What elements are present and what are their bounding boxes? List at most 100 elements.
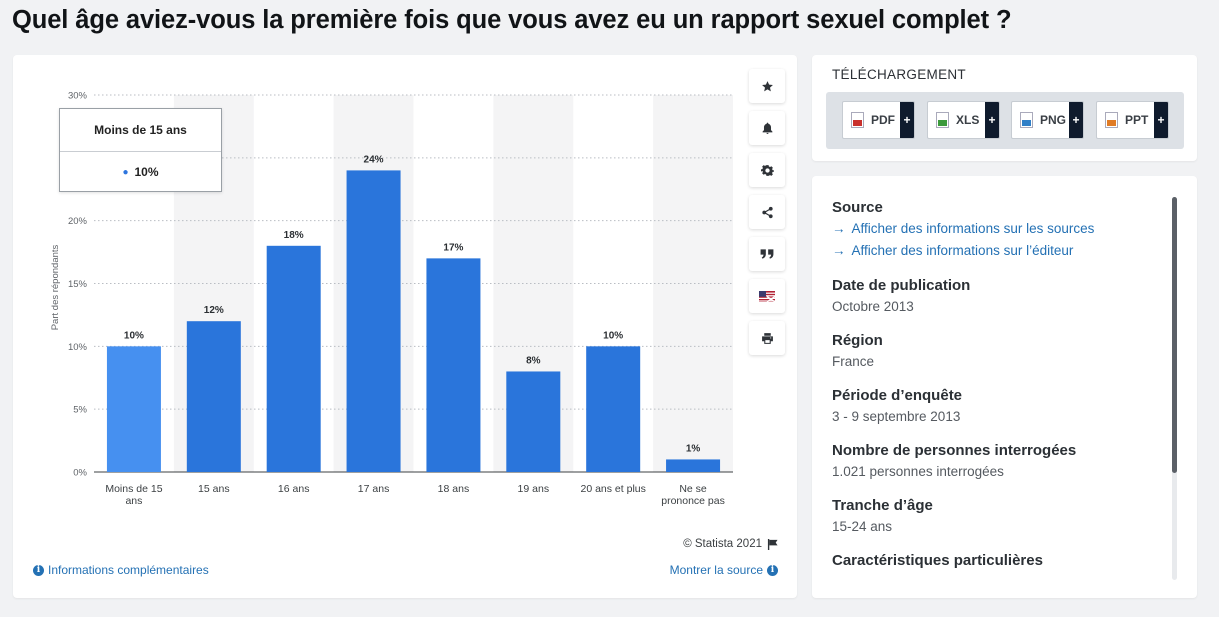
data-label: 10% [124,330,144,341]
language-button[interactable] [749,279,785,313]
print-button[interactable] [749,321,785,355]
plus-icon: + [1154,102,1168,138]
quote-icon [760,249,774,259]
tooltip-category: Moins de 15 ans [60,109,221,152]
y-tick-label: 5% [73,405,87,416]
info-region: Région France [832,331,1162,372]
x-tick-label: 19 ans [518,483,550,495]
cite-button[interactable] [749,237,785,271]
bar [586,346,641,472]
publisher-info-link[interactable]: → Afficher des informations sur l’éditeur [832,240,1162,262]
pdf-file-icon [851,112,864,128]
download-png-label: PNG [1040,113,1067,127]
download-xls-button[interactable]: XLS + [927,101,1000,139]
download-card: TÉLÉCHARGEMENT PDF + XLS + PNG + PPT + [812,55,1197,161]
x-tick-label: 15 ans [198,483,230,495]
arrow-right-icon: → [832,221,846,236]
download-title: TÉLÉCHARGEMENT [832,67,966,82]
x-tick-label: 17 ans [358,483,390,495]
info-label: Période d’enquête [832,387,963,404]
settings-button[interactable] [749,153,785,187]
more-info-label: Informations complémentaires [48,563,209,577]
info-source: Source → Afficher des informations sur le… [832,198,1162,262]
y-tick-label: 10% [68,342,88,353]
info-label: Région [832,332,883,349]
plus-icon: + [900,102,914,138]
xls-file-icon [936,112,949,128]
category-band [653,95,733,472]
info-icon: i [767,564,778,576]
download-pdf-button[interactable]: PDF + [842,101,915,139]
flag-icon [759,290,775,302]
print-icon [761,332,773,344]
info-characteristics: Caractéristiques particulières [832,551,1162,571]
download-xls-label: XLS [956,113,980,127]
bar [426,258,481,472]
info-value: 1.021 personnes interrogées [832,464,1004,479]
bar [106,346,161,472]
data-label: 1% [686,443,701,454]
bar [346,170,401,472]
data-label: 18% [284,230,304,241]
bar [266,245,321,472]
info-respondents: Nombre de personnes interrogées 1.021 pe… [832,441,1162,482]
info-value: Octobre 2013 [832,299,914,314]
flag-report-icon[interactable] [767,538,778,550]
y-tick-label: 30% [68,91,88,102]
bullet-icon: ● [122,166,129,178]
x-tick-label: 16 ans [278,483,310,495]
data-label: 8% [526,355,541,366]
show-source-label: Montrer la source [669,563,763,577]
show-source-link[interactable]: Montrer la source i [670,563,778,577]
share-icon [761,206,773,218]
info-list: Source → Afficher des informations sur le… [832,198,1162,585]
bar-chart: 0%5%10%15%20%25%30%Part des répondants10… [50,91,733,507]
gear-icon [760,164,774,176]
share-button[interactable] [749,195,785,229]
more-info-link[interactable]: i Informations complémentaires [33,563,209,577]
bar [506,371,561,472]
y-tick-label: 20% [68,216,88,227]
bell-icon [762,122,772,134]
y-tick-label: 0% [73,468,87,479]
data-label: 10% [603,330,623,341]
x-tick-label: 18 ans [438,483,470,495]
notification-button[interactable] [749,111,785,145]
arrow-right-icon: → [832,243,846,258]
y-axis-title: Part des répondants [50,244,61,330]
info-value: 15-24 ans [832,519,893,534]
x-tick-label: Ne se [679,483,707,495]
y-tick-label: 15% [68,279,88,290]
info-age-group: Tranche d’âge 15-24 ans [832,496,1162,537]
favorite-button[interactable] [749,69,785,103]
data-label: 12% [204,305,224,316]
plus-icon: + [985,102,999,138]
tooltip-value-row: ● 10% [60,152,221,192]
data-label: 24% [364,154,384,165]
info-survey-period: Période d’enquête 3 - 9 septembre 2013 [832,386,1162,427]
source-info-link[interactable]: → Afficher des informations sur les sourc… [832,218,1162,240]
chart-tooltip: Moins de 15 ans ● 10% [59,108,222,192]
download-ppt-button[interactable]: PPT + [1096,101,1169,139]
page-title: Quel âge aviez-vous la première fois que… [12,6,1012,34]
info-label: Nombre de personnes interrogées [832,442,1077,459]
info-icon: i [33,564,44,576]
publisher-info-label: Afficher des informations sur l’éditeur [851,243,1074,258]
ppt-file-icon [1105,112,1118,128]
info-card: Source → Afficher des informations sur le… [812,176,1197,598]
scrollbar-thumb[interactable] [1172,197,1177,473]
chart-toolbar [749,69,785,363]
x-tick-label: ans [125,495,142,507]
copyright-text: © Statista 2021 [683,538,762,550]
download-panel: PDF + XLS + PNG + PPT + [826,92,1184,149]
x-tick-label: Moins de 15 [105,483,162,495]
info-value: 3 - 9 septembre 2013 [832,409,961,424]
bar [186,321,241,472]
info-label: Date de publication [832,277,971,294]
download-pdf-label: PDF [871,113,895,127]
x-tick-label: 20 ans et plus [580,483,645,495]
download-png-button[interactable]: PNG + [1011,101,1084,139]
plus-icon: + [1069,102,1083,138]
info-publication-date: Date de publication Octobre 2013 [832,276,1162,317]
x-tick-label: prononce pas [661,495,725,507]
